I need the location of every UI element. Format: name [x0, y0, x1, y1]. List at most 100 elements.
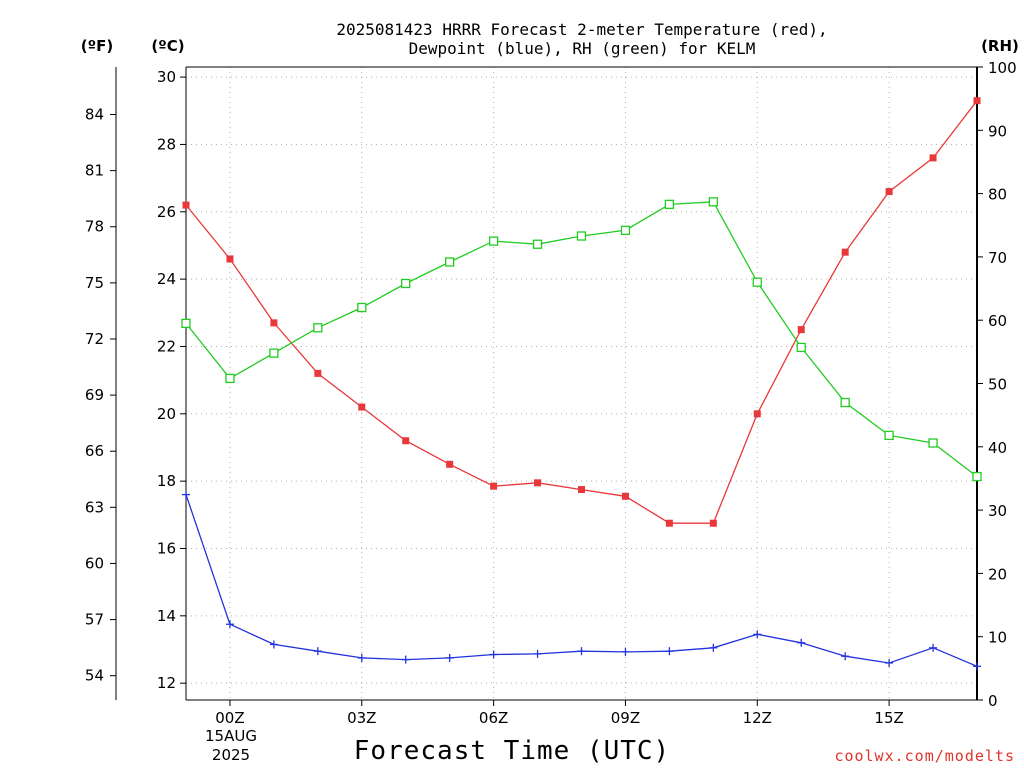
temperature-point: [621, 492, 629, 500]
dewpoint-point: [929, 643, 938, 652]
x-tick-label: 06Z: [479, 709, 508, 727]
dewpoint-point: [621, 647, 630, 656]
fahrenheit-tick-label: 63: [85, 498, 104, 516]
credit-text: coolwx.com/modelts: [834, 747, 1015, 765]
rh-tick-label: 40: [988, 439, 1007, 457]
rh-point: [576, 231, 587, 241]
rh-point: [752, 277, 762, 287]
title-line-2: Dewpoint (blue), RH (green) for KELM: [409, 39, 756, 58]
fahrenheit-tick-label: 72: [85, 330, 104, 348]
rh-point: [445, 257, 455, 267]
rh-tick-label: 10: [988, 629, 1007, 647]
grid-lines: [186, 67, 977, 700]
fahrenheit-unit-label: (ºF): [81, 37, 113, 55]
rh-point: [708, 197, 718, 207]
x-tick-label: 03Z: [347, 709, 376, 727]
rh-tick-label: 90: [988, 122, 1007, 140]
rh-tick-label: 70: [988, 249, 1007, 267]
dewpoint-point: [225, 620, 234, 629]
temperature-point: [490, 482, 498, 490]
rh-point: [313, 323, 323, 333]
fahrenheit-tick-label: 69: [85, 386, 104, 404]
temperature-point: [929, 154, 937, 162]
date-label-day: 15AUG: [205, 727, 257, 745]
dewpoint-point: [841, 652, 850, 661]
rh-point: [357, 302, 367, 313]
dewpoint-point: [709, 643, 718, 652]
fahrenheit-tick-label: 81: [85, 162, 104, 180]
rh-tick-label: 20: [988, 565, 1007, 583]
rh-point: [840, 397, 850, 408]
rh-point: [225, 373, 235, 384]
rh-tick-label: 30: [988, 502, 1007, 520]
rh-point: [664, 199, 675, 210]
temperature-point: [270, 319, 278, 327]
x-tick-label: 00Z: [215, 709, 244, 727]
temperature-point: [358, 403, 366, 411]
dewpoint-point: [973, 662, 981, 671]
rh-tick-label: 100: [988, 59, 1017, 77]
dewpoint-point: [885, 658, 894, 667]
temperature-point: [841, 248, 849, 256]
temperature-point: [402, 437, 410, 445]
date-label-year: 2025: [212, 746, 250, 764]
dewpoint-point: [357, 653, 366, 662]
dewpoint-point: [489, 650, 498, 659]
fahrenheit-tick-label: 60: [85, 554, 104, 572]
fahrenheit-tick-label: 75: [85, 274, 104, 292]
dewpoint-line: [185, 494, 978, 667]
fahrenheit-tick-label: 66: [85, 442, 104, 460]
temperature-point: [709, 519, 717, 527]
rh-point: [928, 438, 938, 448]
chart-title: 2025081423 HRRR Forecast 2-meter Tempera…: [336, 20, 827, 58]
celsius-tick-label: 20: [157, 405, 176, 423]
dewpoint-point: [753, 630, 762, 639]
temperature-point: [314, 369, 322, 377]
dewpoint-point: [182, 490, 190, 499]
dewpoint-point: [533, 649, 542, 658]
dewpoint-point: [401, 655, 410, 664]
series-temperature: [182, 97, 981, 527]
rh-point: [532, 239, 543, 249]
x-axis-title: Forecast Time (UTC): [354, 736, 670, 766]
series-rh: [181, 197, 982, 482]
rh-point: [401, 278, 411, 289]
rh-point: [269, 348, 279, 358]
series-dewpoint: [182, 490, 981, 671]
dewpoint-point: [269, 640, 278, 649]
dewpoint-point: [665, 647, 674, 656]
celsius-tick-label: 24: [157, 270, 176, 288]
rh-point: [884, 430, 894, 441]
axes: 12 14 16 18 20 22 24 26 28 30 54 57 60 63 66 69 72 75 78 81…: [85, 59, 1017, 727]
celsius-tick-label: 16: [157, 539, 176, 557]
fahrenheit-tick-label: 57: [85, 611, 104, 629]
celsius-tick-label: 18: [157, 472, 176, 490]
rh-point: [620, 225, 631, 235]
fahrenheit-tick-label: 84: [85, 106, 104, 124]
dewpoint-point: [313, 647, 322, 656]
fahrenheit-tick-label: 78: [85, 218, 104, 236]
celsius-tick-label: 14: [157, 607, 176, 625]
fahrenheit-tick-label: 54: [85, 667, 104, 685]
temperature-point: [885, 188, 893, 196]
celsius-tick-label: 26: [157, 203, 176, 221]
temperature-point: [534, 479, 542, 487]
rh-tick-label: 50: [988, 376, 1007, 394]
temperature-line: [185, 100, 978, 524]
temperature-point: [182, 201, 190, 209]
temperature-point: [797, 326, 805, 334]
temperature-point: [226, 255, 234, 263]
x-tick-label: 15Z: [874, 709, 903, 727]
rh-point: [972, 471, 982, 482]
x-tick-label: 09Z: [611, 709, 640, 727]
dewpoint-point: [577, 647, 586, 656]
dewpoint-point: [445, 653, 454, 662]
title-line-1: 2025081423 HRRR Forecast 2-meter Tempera…: [336, 20, 827, 39]
rh-point: [488, 236, 499, 246]
dewpoint-point: [797, 638, 806, 647]
rh-tick-label: 0: [988, 692, 998, 710]
temperature-point: [753, 410, 761, 418]
temperature-point: [973, 97, 981, 105]
celsius-tick-label: 12: [157, 674, 176, 692]
